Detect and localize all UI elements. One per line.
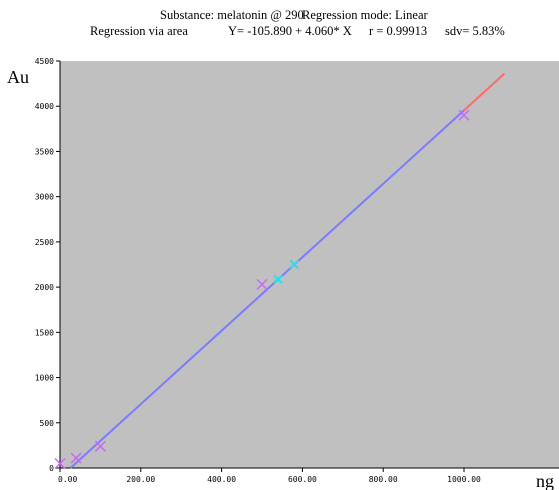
y-tick-label: 2000: [35, 283, 54, 292]
y-tick-label: 0: [49, 464, 54, 473]
standard-point: [458, 109, 470, 121]
x-tick-label: 400.00: [207, 475, 236, 484]
x-tick-label: 0.00: [58, 475, 77, 484]
y-tick-label: 3500: [35, 147, 54, 156]
standard-point: [256, 278, 268, 290]
x-tick-label: 200.00: [126, 475, 155, 484]
standard-point: [94, 440, 106, 452]
x-tick-label: 1000.00: [447, 475, 481, 484]
regression-equation: Y= -105.890 + 4.060* X: [228, 24, 352, 38]
regression-extension-line: [463, 72, 506, 112]
substance-label: Substance: melatonin @ 290: [160, 8, 304, 22]
standard-point: [70, 452, 82, 464]
y-tick-label: 3000: [35, 193, 54, 202]
regression-line: [69, 109, 465, 469]
standard-point: [54, 457, 66, 470]
x-tick-label: 600.00: [288, 475, 317, 484]
x-axis-label: ng: [536, 471, 554, 490]
y-tick-label: 2500: [35, 238, 54, 247]
regression-via-label: Regression via area: [90, 24, 188, 38]
y-tick-label: 4000: [35, 102, 54, 111]
x-tick-group: 0.00 200.00 400.00 600.00 800.00 1000.00: [58, 468, 481, 484]
regression-mode-label: Regression mode: Linear: [302, 8, 428, 22]
y-tick-label: 500: [40, 419, 55, 428]
y-tick-label: 1500: [35, 328, 54, 337]
sample-point: [273, 274, 283, 285]
y-axis-label: Au: [7, 67, 29, 87]
correlation-coefficient: r = 0.99913: [369, 24, 427, 38]
x-tick-label: 800.00: [369, 475, 398, 484]
sample-point: [289, 259, 300, 270]
y-tick-label: 1000: [35, 374, 54, 383]
series-group: [54, 72, 506, 470]
y-tick-group: 0 500 1000 1500 2000 2500 3000 3500 4000 4500: [35, 57, 60, 473]
y-tick-label: 4500: [35, 57, 54, 66]
plot-area: [60, 61, 559, 468]
standard-deviation: sdv= 5.83%: [445, 24, 505, 38]
